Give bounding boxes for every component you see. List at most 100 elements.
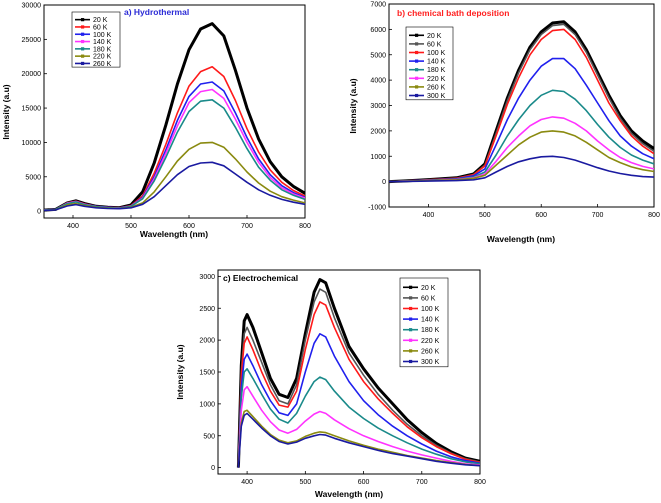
legend-label: 220 K	[421, 338, 440, 345]
legend-label: 100 K	[421, 306, 440, 313]
x-axis-label: Wavelength (nm)	[487, 234, 555, 244]
legend-label: 100 K	[93, 32, 112, 39]
y-tick-label: 5000	[25, 174, 41, 181]
y-tick-label: 3000	[199, 274, 215, 281]
legend-label: 180 K	[427, 67, 446, 74]
legend-marker	[409, 285, 413, 289]
legend-marker	[81, 32, 85, 36]
x-tick-label: 400	[423, 212, 435, 219]
legend-marker	[415, 85, 419, 89]
x-tick-label: 700	[241, 223, 253, 230]
x-tick-label: 600	[183, 223, 195, 230]
y-tick-label: 2000	[370, 128, 386, 135]
legend-marker	[415, 59, 419, 63]
legend-box	[71, 11, 121, 68]
chart-title: b) chemical bath deposition	[397, 8, 509, 18]
y-axis-label: Intensity (a.u)	[348, 78, 358, 133]
y-axis-label: Intensity (a.u)	[1, 84, 11, 139]
legend-marker	[81, 54, 85, 58]
legend-marker	[409, 338, 413, 342]
series-line-300k	[237, 412, 480, 468]
series-line-220k	[237, 385, 480, 468]
y-tick-label: 2500	[199, 306, 215, 313]
plot-frame	[43, 4, 306, 219]
series-line-260k	[44, 161, 305, 212]
legend-marker	[415, 50, 419, 55]
legend-label: 140 K	[427, 59, 446, 66]
x-tick-label: 700	[592, 212, 604, 219]
y-tick-label: 20000	[22, 71, 42, 78]
x-tick-label: 600	[535, 212, 547, 219]
legend-label: 60 K	[427, 41, 442, 48]
series-line-100k	[44, 81, 305, 211]
y-tick-label: 1000	[370, 154, 386, 161]
legend-label: 300 K	[421, 359, 440, 366]
legend-label: 220 K	[427, 76, 446, 83]
y-tick-label: 4000	[370, 78, 386, 85]
legend-label: 180 K	[421, 327, 440, 334]
legend-marker	[415, 68, 419, 72]
x-tick-label: 800	[299, 223, 311, 230]
series-line-100k	[237, 301, 480, 468]
y-tick-label: 6000	[370, 27, 386, 34]
legend-label: 100 K	[427, 50, 446, 57]
legend-marker	[81, 61, 85, 66]
series-line-260k	[389, 130, 654, 183]
series-line-300k	[389, 155, 654, 183]
y-tick-label: 0	[37, 209, 41, 216]
legend-label: 260 K	[421, 348, 440, 355]
series-line-180k	[44, 99, 305, 211]
legend-marker	[409, 359, 413, 364]
y-tick-label: 3000	[370, 103, 386, 110]
legend-label: 60 K	[421, 295, 436, 302]
x-tick-label: 800	[474, 479, 486, 486]
x-tick-label: 400	[241, 479, 253, 486]
y-tick-label: 25000	[22, 37, 42, 44]
legend-marker	[415, 93, 419, 98]
legend-marker	[415, 33, 419, 37]
legend-label: 20 K	[427, 33, 442, 40]
y-tick-label: 500	[203, 433, 215, 440]
x-tick-label: 400	[67, 223, 79, 230]
x-tick-label: 800	[648, 212, 660, 219]
legend-label: 260 K	[427, 84, 446, 91]
legend-marker	[415, 76, 419, 80]
y-tick-label: 2000	[199, 338, 215, 345]
series-line-20k	[236, 278, 480, 468]
legend-box	[399, 277, 449, 368]
series-line-180k	[237, 368, 480, 468]
y-tick-label: 7000	[370, 2, 386, 9]
legend-label: 260 K	[93, 61, 112, 68]
legend-label: 140 K	[421, 317, 440, 324]
chart-panel-2: 400 500 600 700 800 -1000 0 1000 2000 3000 4000 500…	[348, 2, 660, 245]
legend-label: 60 K	[93, 24, 108, 31]
y-tick-label: -1000	[368, 205, 386, 212]
legend-marker	[81, 39, 85, 44]
legend-marker	[409, 349, 413, 353]
x-tick-label: 500	[479, 212, 491, 219]
chart-title: a) Hydrothermal	[124, 7, 189, 17]
legend-marker	[409, 328, 413, 332]
legend-label: 220 K	[93, 54, 112, 61]
x-axis-label: Wavelength (nm)	[140, 229, 208, 239]
x-tick-label: 600	[358, 479, 370, 486]
legend-label: 300 K	[427, 93, 446, 100]
y-tick-label: 10000	[22, 140, 42, 147]
x-tick-label: 500	[299, 479, 311, 486]
y-tick-label: 1000	[199, 401, 215, 408]
chart-panel-3: 400 500 600 700 800 0 500 1000 1500 2000 2500 3000 W…	[175, 269, 486, 499]
legend-marker	[81, 25, 85, 29]
y-tick-label: 15000	[22, 106, 42, 113]
legend-marker	[81, 47, 85, 51]
legend-label: 140 K	[93, 39, 112, 46]
chart-panel-1: 400 500 600 700 800 0 5000 10000 15000 20000 25000…	[1, 3, 311, 240]
y-tick-label: 0	[382, 179, 386, 186]
x-tick-label: 700	[416, 479, 428, 486]
x-axis-label: Wavelength (nm)	[315, 489, 383, 499]
series-line-140k	[44, 88, 305, 211]
legend-marker	[409, 296, 413, 300]
